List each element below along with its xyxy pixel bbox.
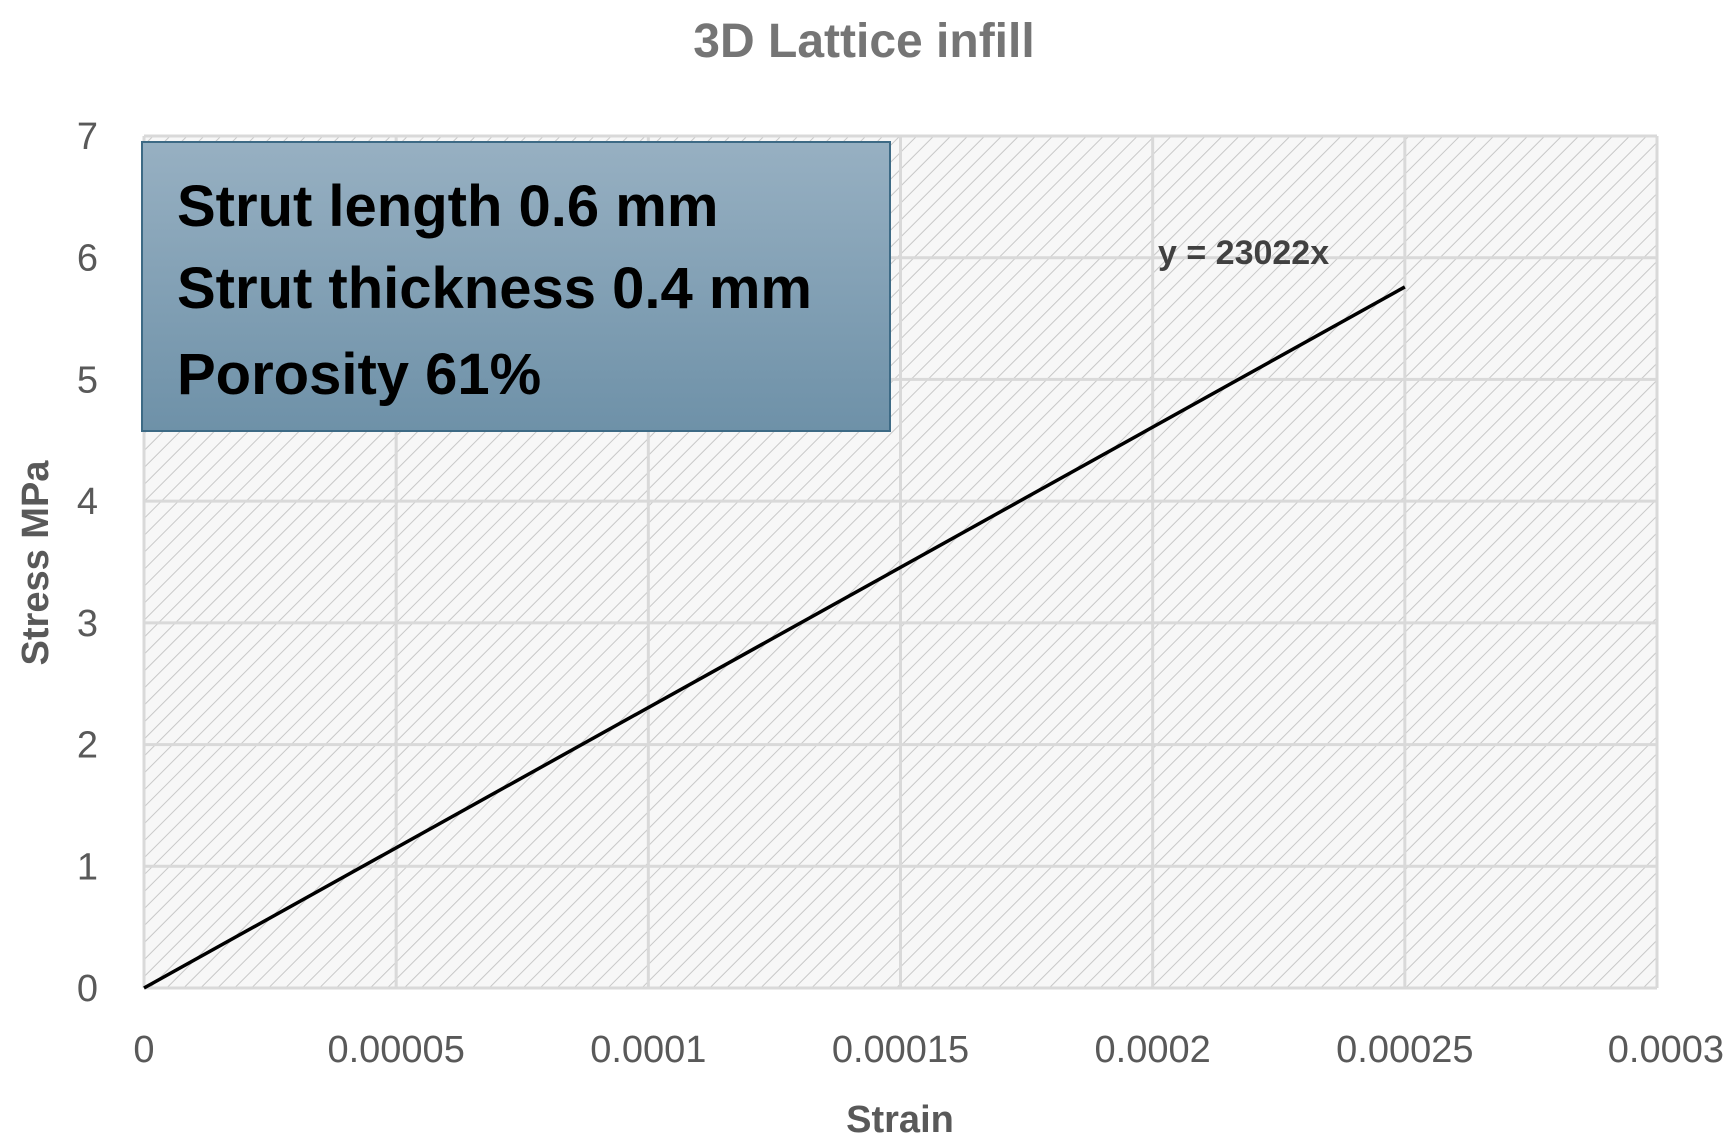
y-tick-label: 3	[77, 603, 98, 645]
y-tick-label: 0	[77, 968, 98, 1010]
x-tick-label: 0.0003	[1608, 1029, 1724, 1071]
trendline-equation-label: y = 23022x	[1158, 234, 1329, 272]
annotation-line-strut-length: Strut length 0.6 mm	[177, 174, 718, 239]
annotation-line-strut-thickness: Strut thickness 0.4 mm	[177, 256, 812, 321]
series-layer	[143, 285, 1406, 990]
series-line	[143, 285, 1406, 990]
y-tick-label: 5	[77, 359, 98, 401]
y-tick-label: 6	[77, 238, 98, 280]
annotation-line-porosity: Porosity 61%	[177, 342, 541, 407]
y-axis-title: Stress MPa	[15, 460, 57, 666]
y-tick-label: 4	[77, 481, 98, 523]
x-tick-label: 0.00005	[327, 1029, 464, 1071]
annotation-box-background	[141, 141, 891, 432]
y-tick-label: 7	[77, 116, 98, 158]
y-tick-labels: 0 1 2 3 4 5 6 7	[77, 116, 98, 1010]
chart-title: 3D Lattice infill	[693, 15, 1034, 68]
x-axis-title: Strain	[846, 1099, 954, 1141]
x-tick-labels: 0 0.00005 0.0001 0.00015 0.0002 0.00025 0.0003	[133, 1029, 1724, 1071]
x-tick-label: 0.0001	[590, 1029, 706, 1071]
x-tick-label: 0.00015	[832, 1029, 969, 1071]
annotation-box: Strut length 0.6 mm Strut thickness 0.4 …	[141, 141, 891, 432]
x-tick-label: 0	[133, 1029, 154, 1071]
x-tick-label: 0.0002	[1095, 1029, 1211, 1071]
x-tick-label: 0.00025	[1336, 1029, 1473, 1071]
y-tick-label: 2	[77, 725, 98, 767]
y-tick-label: 1	[77, 846, 98, 888]
